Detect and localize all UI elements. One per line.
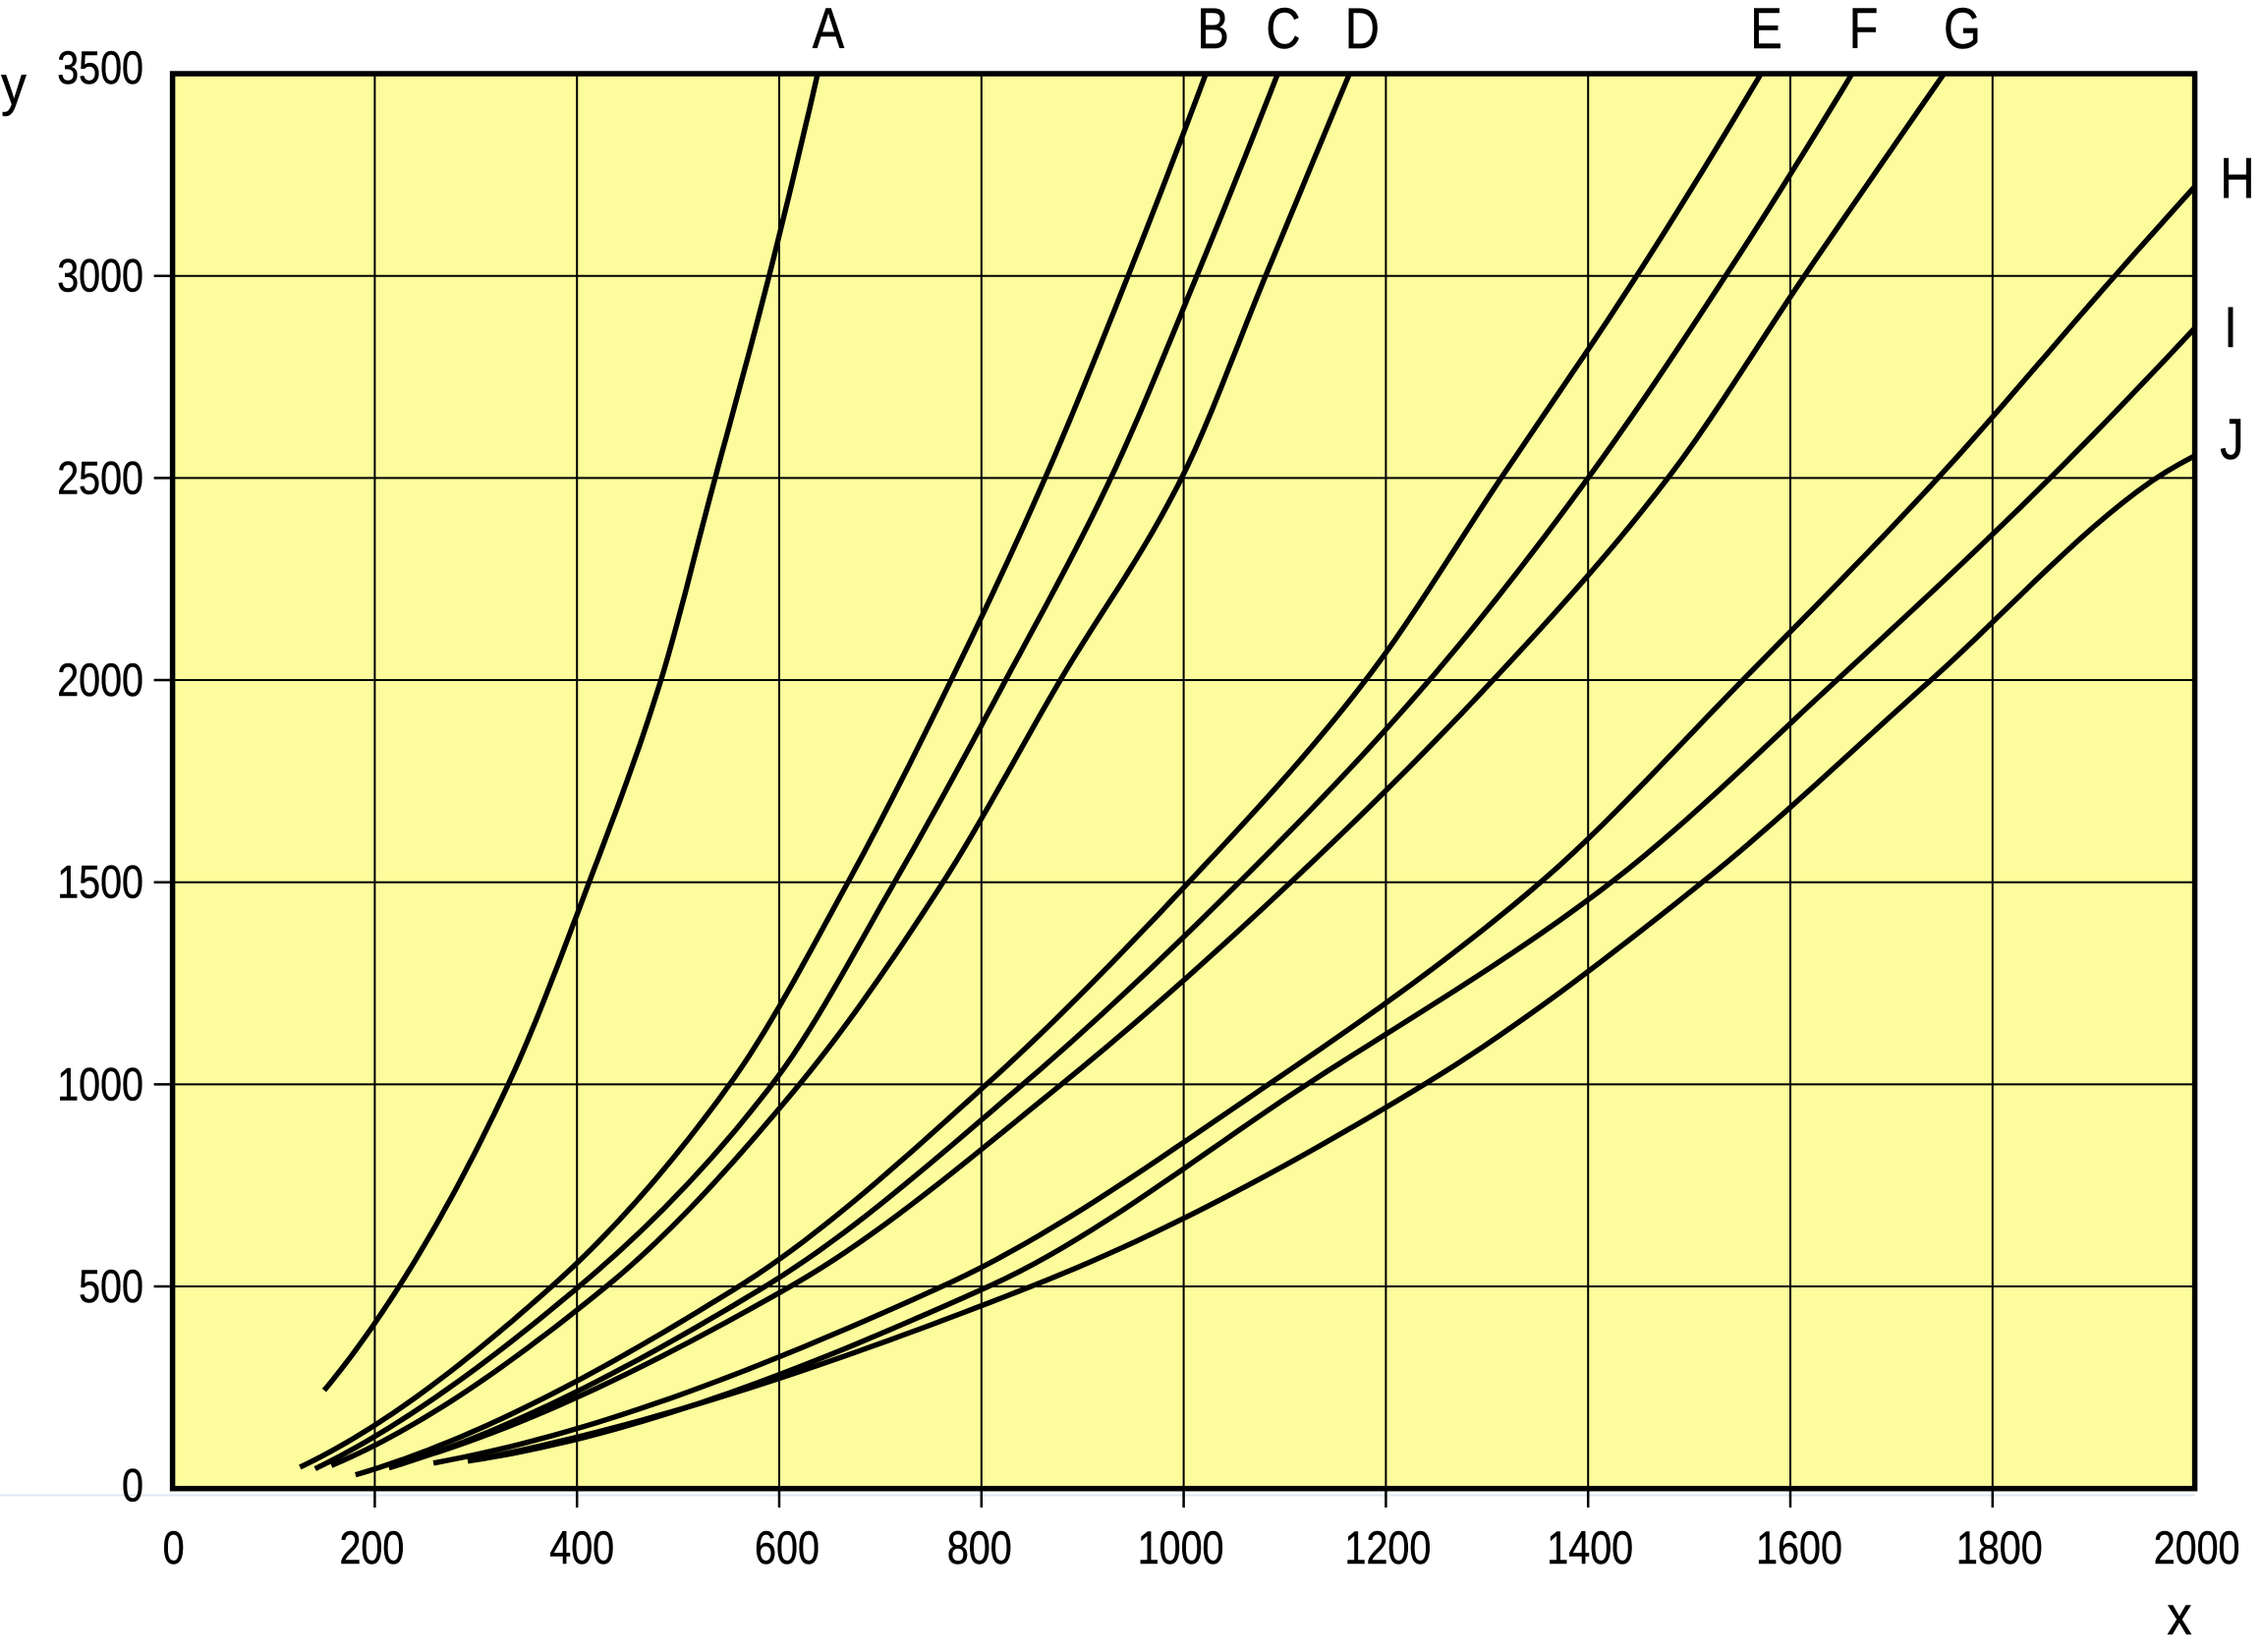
svg-text:0: 0	[163, 1521, 185, 1573]
svg-text:A: A	[813, 0, 845, 61]
svg-text:400: 400	[549, 1521, 614, 1573]
svg-text:500: 500	[79, 1260, 143, 1312]
svg-text:F: F	[1849, 0, 1879, 61]
svg-text:C: C	[1266, 0, 1300, 61]
svg-text:E: E	[1750, 0, 1782, 61]
svg-text:x: x	[2167, 1584, 2191, 1646]
svg-text:y: y	[1, 54, 27, 117]
svg-text:J: J	[2220, 408, 2243, 472]
svg-text:1500: 1500	[57, 856, 143, 908]
svg-text:1600: 1600	[1756, 1521, 1842, 1573]
svg-text:1800: 1800	[1956, 1521, 2043, 1573]
svg-text:1200: 1200	[1345, 1521, 1432, 1573]
svg-text:2000: 2000	[57, 654, 143, 706]
svg-text:2000: 2000	[2154, 1521, 2240, 1573]
svg-text:2500: 2500	[57, 451, 143, 503]
svg-text:0: 0	[122, 1459, 143, 1511]
svg-text:I: I	[2224, 296, 2237, 360]
svg-text:1400: 1400	[1547, 1521, 1633, 1573]
svg-text:200: 200	[339, 1521, 404, 1573]
svg-text:800: 800	[947, 1521, 1012, 1573]
svg-text:600: 600	[755, 1521, 820, 1573]
svg-text:G: G	[1944, 0, 1981, 61]
svg-text:1000: 1000	[57, 1057, 143, 1110]
svg-text:H: H	[2220, 146, 2254, 210]
svg-text:3000: 3000	[57, 250, 143, 302]
svg-text:D: D	[1345, 0, 1380, 61]
svg-text:3500: 3500	[57, 41, 143, 93]
svg-text:B: B	[1197, 0, 1229, 61]
svg-text:1000: 1000	[1138, 1521, 1224, 1573]
